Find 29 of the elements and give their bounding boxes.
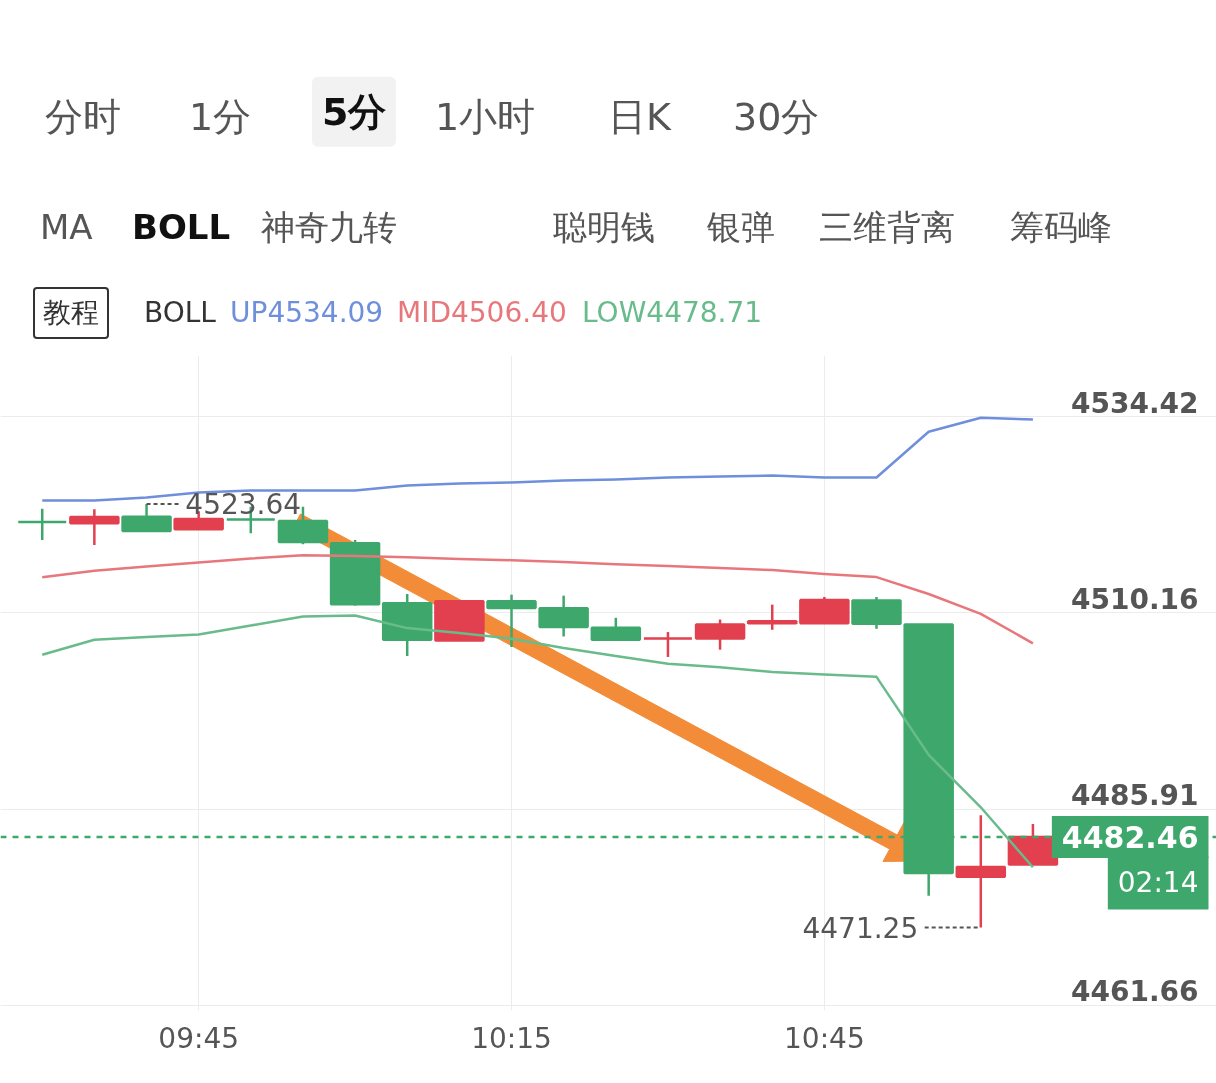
text: 1小时 [435,93,536,141]
text: 30分 [733,93,820,141]
y-tick-label: 4534.42 [1070,386,1199,420]
text: LOW4478.71 [582,295,763,331]
text: 筹码峰 [1010,205,1112,249]
text: BOLL [132,205,231,249]
y-tick-label: 4461.66 [1070,975,1199,1009]
text: MID4506.40 [397,295,567,331]
text: 分时 [45,93,121,141]
text: 教程 [33,287,109,339]
ref-line-label: 4482.46 [1061,819,1199,855]
y-tick-label: 4510.16 [1070,582,1199,616]
text: 聪明钱 [553,205,655,249]
text: 三维背离 [819,205,955,249]
annotation: 02:14 [1117,866,1199,900]
text: MA [40,205,93,249]
text: 5分 [312,76,397,148]
text: 银弹 [707,205,775,249]
x-tick-label: 10:45 [784,1021,865,1055]
text: 神奇九转 [261,205,397,249]
y-tick-label: 4485.91 [1070,779,1199,813]
text: 日K [608,93,671,141]
text: UP4534.09 [230,295,384,331]
x-tick-label: 09:45 [158,1021,240,1055]
annotation: 4471.25 [802,912,919,946]
text: 1分 [189,93,252,141]
annotation: 4523.64 [185,488,302,522]
legend-title: BOLL [144,295,216,331]
x-tick-label: 10:15 [471,1021,552,1055]
